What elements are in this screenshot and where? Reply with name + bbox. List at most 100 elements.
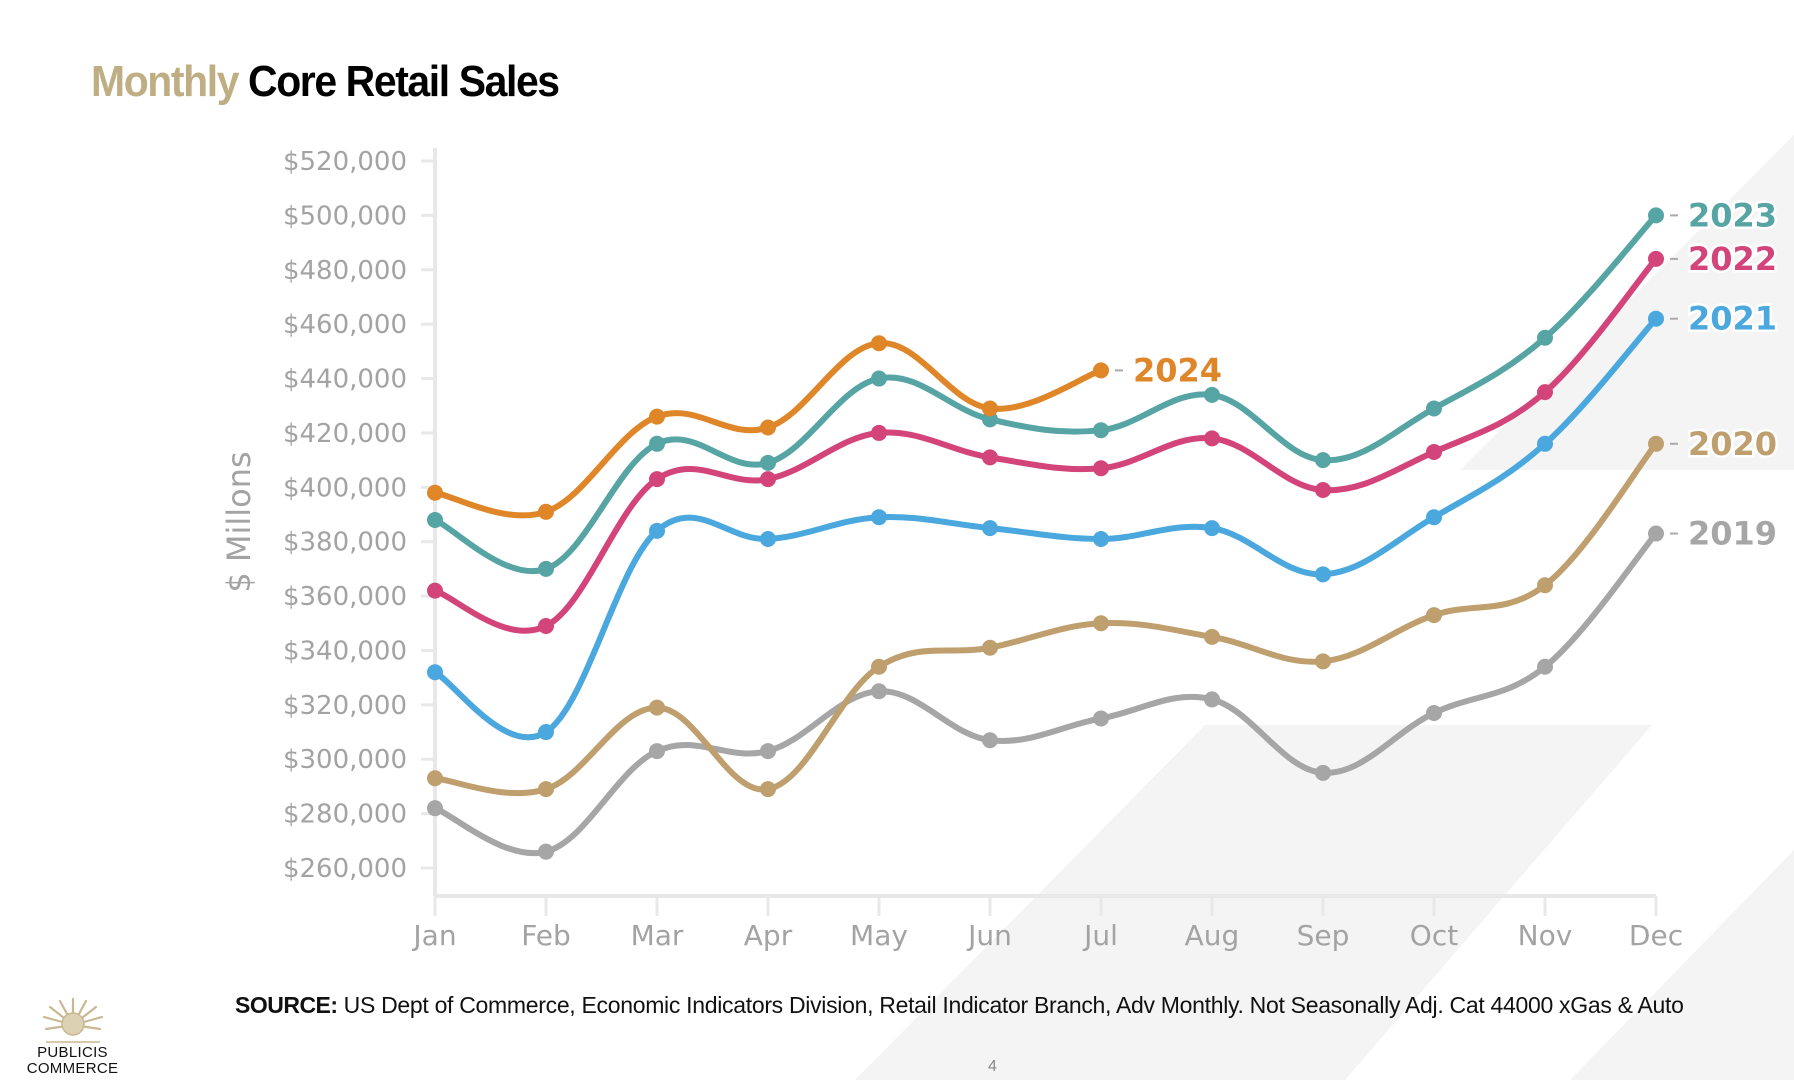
data-point: 2021 Jul: 381000: [1093, 530, 1109, 547]
x-tick-label: Sep: [1297, 919, 1350, 952]
data-point: 2021 Nov: 416000: [1537, 435, 1553, 452]
data-point: 2022 Sep: 399000: [1315, 482, 1331, 499]
data-point: 2020 May: 334000: [871, 658, 887, 675]
data-point: 2022 Apr: 403000: [760, 471, 776, 488]
data-point: 2021 Feb: 310000: [538, 724, 554, 741]
data-point: 2023 Sep: 410000: [1315, 452, 1331, 469]
background-shape-corner: [1570, 850, 1794, 1080]
y-tick-label: $320,000: [283, 691, 407, 721]
source-label: SOURCE:: [235, 992, 338, 1018]
data-point: 2024 Jan: 398000: [427, 484, 443, 501]
x-tick-label: Mar: [631, 919, 684, 952]
publicis-commerce-logo: PUBLICIS COMMERCE: [20, 995, 125, 1077]
data-point: 2019 Jun: 307000: [982, 732, 998, 749]
series-2022: 2022 Jan: 362000 2022 Feb: 349000 2022 Mar…: [427, 250, 1664, 634]
series-label-2019: 2019: [1688, 515, 1777, 553]
series-2019: 2019 Jan: 282000 2019 Feb: 266000 2019 Mar…: [427, 525, 1664, 860]
data-point: 2019 Aug: 322000: [1204, 691, 1220, 708]
data-point: 2023 Oct: 429000: [1426, 400, 1442, 417]
data-point: 2023 Nov: 455000: [1537, 329, 1553, 346]
data-point: 2022 Feb: 349000: [538, 617, 554, 634]
data-point: 2020 Dec: 416000: [1648, 435, 1664, 452]
data-point: 2022 Jan: 362000: [427, 582, 443, 599]
x-tick-label: Jun: [966, 919, 1012, 952]
y-tick-label: $400,000: [283, 473, 407, 503]
data-point: 2021 Jan: 332000: [427, 664, 443, 681]
y-tick-label: $520,000: [283, 147, 407, 177]
title-main: Core Retail Sales: [248, 57, 560, 106]
data-point: 2021 Sep: 368000: [1315, 566, 1331, 583]
data-point: 2024 Jul: 443000: [1093, 362, 1109, 379]
x-axis-ticks: Jan Feb Mar Apr May Jun Jul Aug Sep Oct Nov Dec: [411, 896, 1683, 952]
data-point: 2024 May: 453000: [871, 335, 887, 352]
data-point: 2021 Dec: 462000: [1648, 310, 1664, 327]
data-point: 2019 Sep: 295000: [1315, 764, 1331, 781]
data-point: 2019 May: 325000: [871, 683, 887, 700]
title-accent: Monthly: [91, 57, 239, 106]
data-point: 2020 Aug: 345000: [1204, 628, 1220, 645]
data-point: 2022 Aug: 418000: [1204, 430, 1220, 447]
source-text: US Dept of Commerce, Economic Indicators…: [343, 992, 1684, 1018]
data-point: 2020 Jan: 293000: [427, 770, 443, 787]
y-tick-label: $440,000: [283, 365, 407, 395]
series-labels: 2019 2020 2021 2022 2023 2024: [1115, 194, 1780, 555]
series-line-2021: [432, 315, 1659, 741]
data-point: 2020 Apr: 289000: [760, 781, 776, 798]
data-point: 2024 Apr: 422000: [760, 419, 776, 436]
data-point: 2022 Jun: 411000: [982, 449, 998, 466]
page-title: Monthly Core Retail Sales: [91, 57, 560, 106]
data-point: 2023 Mar: 416000: [649, 435, 665, 452]
y-tick-label: $420,000: [283, 419, 407, 449]
series-2023: 2023 Jan: 388000 2023 Feb: 370000 2023 Mar…: [427, 207, 1664, 577]
x-tick-label: Oct: [1410, 919, 1458, 952]
data-point: 2019 Apr: 303000: [760, 743, 776, 760]
data-point: 2021 Oct: 389000: [1426, 509, 1442, 526]
series-line-2023: [432, 212, 1659, 574]
data-point: 2021 Mar: 384000: [649, 522, 665, 539]
data-point: 2019 Jul: 315000: [1093, 710, 1109, 727]
series-2021: 2021 Jan: 332000 2021 Feb: 310000 2021 Mar…: [427, 310, 1664, 741]
y-axis-ticks: $260,000 $280,000 $300,000 $320,000 $340,000…: [283, 147, 435, 884]
data-point: 2021 Aug: 385000: [1204, 520, 1220, 537]
series-label-2021: 2021: [1688, 300, 1777, 338]
x-tick-label: May: [850, 919, 908, 952]
data-point: 2022 Dec: 484000: [1648, 250, 1664, 267]
data-point: 2020 Oct: 353000: [1426, 607, 1442, 624]
data-point: 2023 May: 440000: [871, 370, 887, 387]
x-tick-label: Apr: [744, 919, 793, 952]
data-point: 2021 Jun: 385000: [982, 520, 998, 537]
data-point: 2019 Oct: 317000: [1426, 705, 1442, 722]
data-point: 2022 Jul: 407000: [1093, 460, 1109, 477]
x-tick-label: Feb: [521, 919, 571, 952]
data-point: 2019 Dec: 383000: [1648, 525, 1664, 542]
x-tick-label: Jul: [1082, 919, 1118, 952]
source-note: SOURCE: US Dept of Commerce, Economic In…: [235, 992, 1684, 1019]
y-tick-label: $480,000: [283, 256, 407, 286]
data-point: 2023 Feb: 370000: [538, 560, 554, 577]
data-point: 2022 Oct: 413000: [1426, 443, 1442, 460]
data-point: 2019 Nov: 334000: [1537, 658, 1553, 675]
y-axis-label: $ Millons: [220, 451, 258, 592]
y-tick-label: $360,000: [283, 582, 407, 612]
data-point: 2020 Nov: 364000: [1537, 577, 1553, 594]
series-label-2020: 2020: [1688, 425, 1777, 463]
data-point: 2020 Sep: 336000: [1315, 653, 1331, 670]
y-tick-label: $460,000: [283, 310, 407, 340]
data-point: 2019 Mar: 303000: [649, 743, 665, 760]
x-tick-label: Nov: [1518, 919, 1573, 952]
data-point: 2020 Mar: 319000: [649, 699, 665, 716]
series-label-2024: 2024: [1133, 351, 1222, 389]
data-point: 2020 Jul: 350000: [1093, 615, 1109, 632]
series-line-2022: [432, 255, 1659, 634]
x-tick-label: Jan: [411, 919, 456, 952]
data-point: 2020 Jun: 341000: [982, 639, 998, 656]
data-point: 2021 May: 389000: [871, 509, 887, 526]
data-point: 2023 Jul: 421000: [1093, 422, 1109, 439]
data-point: 2024 Mar: 426000: [649, 408, 665, 425]
data-point: 2022 Mar: 403000: [649, 471, 665, 488]
data-point: 2022 Nov: 435000: [1537, 384, 1553, 401]
logo-line-1: PUBLICIS: [37, 1044, 108, 1061]
lion-head-icon: [42, 997, 103, 1043]
series-2024: 2024 Jan: 398000 2024 Feb: 391000 2024 Mar…: [427, 335, 1109, 520]
